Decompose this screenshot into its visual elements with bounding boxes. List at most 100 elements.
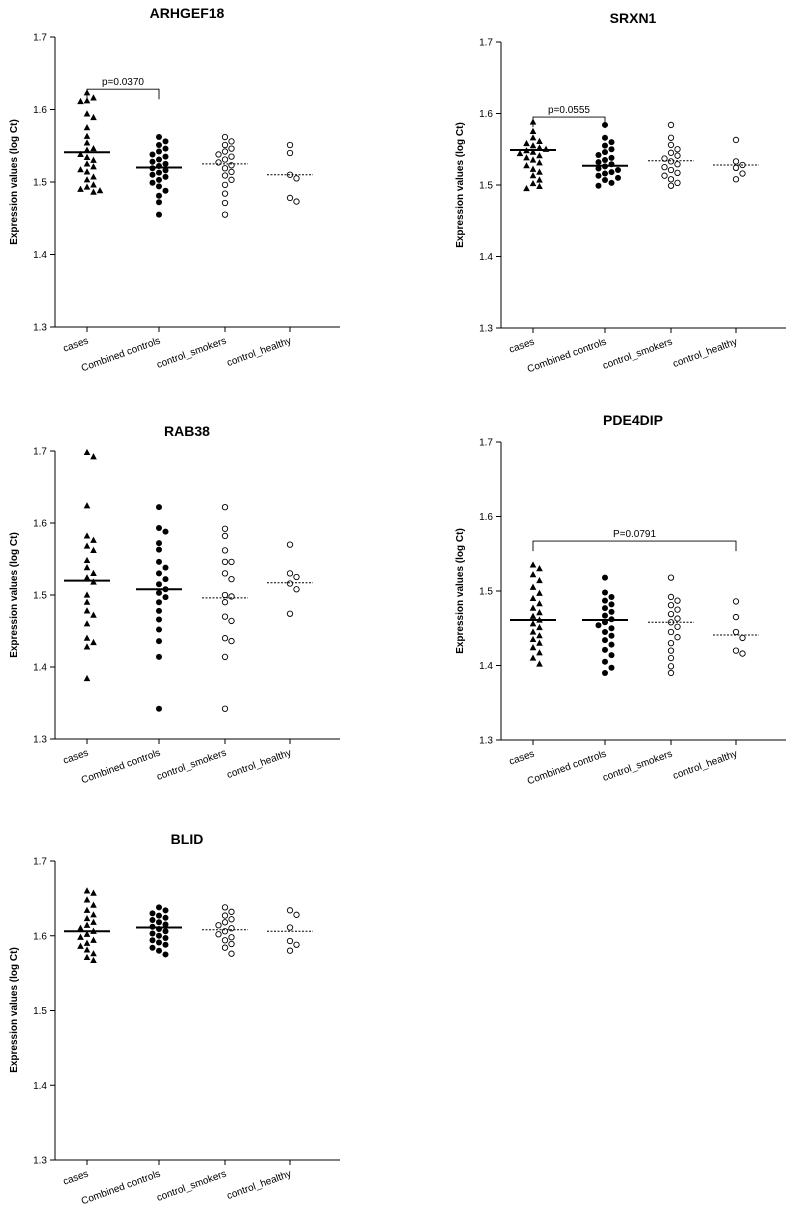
data-point [293, 198, 300, 205]
data-point [228, 576, 235, 583]
data-point [149, 917, 156, 924]
x-tick-label: Combined controls [80, 1168, 162, 1207]
panel-blid: BLID Expression values (log Ct) 1.3 1.4 1.5 1… [9, 831, 340, 1207]
data-point [221, 599, 229, 606]
data-point [529, 583, 537, 590]
data-point [149, 910, 156, 917]
data-point [90, 453, 97, 460]
data-point [523, 162, 530, 169]
data-point [615, 174, 621, 181]
data-point [83, 939, 91, 946]
data-point [536, 589, 543, 596]
data-point [156, 626, 162, 633]
data-point [529, 156, 537, 163]
data-point [83, 564, 91, 571]
y-tick-label: 1.3 [33, 1156, 47, 1167]
data-point [83, 643, 91, 650]
data-point [83, 921, 91, 928]
data-point [667, 166, 675, 174]
data-point [221, 211, 229, 218]
data-point [83, 607, 91, 614]
x-tick-label: Combined controls [80, 335, 162, 374]
data-point [667, 149, 675, 156]
data-point [90, 173, 97, 180]
data-point [83, 591, 91, 598]
data-point [529, 179, 537, 187]
y-tick-label: 1.6 [479, 512, 493, 523]
data-point [90, 936, 97, 943]
data-point [608, 593, 615, 600]
data-point [536, 159, 543, 166]
data-point [149, 944, 156, 951]
data-point [156, 932, 162, 939]
data-point [156, 192, 162, 199]
data-point [674, 169, 681, 176]
data-point [732, 647, 740, 654]
data-point [83, 448, 91, 456]
data-point [162, 576, 169, 583]
data-point [536, 639, 543, 646]
x-tick-label: control_healthy [226, 335, 293, 369]
data-point [149, 158, 156, 165]
data-point [536, 144, 543, 151]
data-point [156, 134, 162, 141]
data-point [162, 138, 169, 145]
data-point [602, 628, 608, 635]
y-tick-label: 1.4 [33, 1081, 47, 1092]
data-point [529, 571, 537, 578]
data-point [149, 930, 156, 937]
data-point [608, 154, 615, 161]
y-tick-label: 1.7 [479, 38, 493, 49]
data-point [536, 137, 543, 144]
data-point [215, 151, 222, 158]
data-point [221, 172, 229, 179]
data-point [674, 597, 681, 604]
data-point [83, 97, 91, 104]
data-point [90, 911, 97, 918]
data-point [221, 558, 229, 566]
data-point [602, 646, 608, 653]
data-point [602, 597, 608, 604]
data-point [156, 169, 162, 176]
data-point [732, 613, 740, 621]
data-point [156, 199, 162, 206]
data-point [667, 182, 675, 189]
data-point [221, 133, 229, 141]
data-point [156, 525, 162, 532]
x-tick-label: cases [508, 336, 536, 355]
data-point [536, 182, 543, 190]
data-point [83, 598, 91, 605]
data-point [732, 598, 740, 605]
x-tick-label: control_smokers [155, 335, 228, 370]
data-point [667, 158, 675, 165]
data-point [602, 170, 608, 177]
data-point [228, 145, 235, 152]
data-point [156, 589, 162, 596]
data-point [221, 148, 229, 155]
data-point [529, 612, 537, 619]
y-tick-label: 1.5 [479, 587, 493, 598]
y-tick-label: 1.3 [479, 324, 493, 335]
data-point [536, 565, 543, 572]
data-point [228, 617, 235, 625]
data-point [83, 674, 91, 682]
data-point [90, 956, 97, 964]
data-point [615, 166, 621, 173]
data-point [732, 628, 740, 636]
data-point [523, 154, 530, 161]
significance-bracket [86, 88, 160, 100]
data-point [667, 663, 675, 670]
data-point [286, 194, 294, 202]
data-point [77, 150, 84, 158]
data-point [156, 211, 162, 218]
data-point [83, 542, 91, 549]
data-point [162, 921, 169, 928]
data-point [602, 134, 608, 141]
y-tick-label: 1.5 [479, 181, 493, 192]
data-point [595, 159, 602, 166]
data-point [674, 623, 681, 630]
data-point [667, 610, 675, 618]
data-point [221, 181, 229, 189]
data-point [215, 922, 222, 929]
data-point [602, 637, 608, 644]
